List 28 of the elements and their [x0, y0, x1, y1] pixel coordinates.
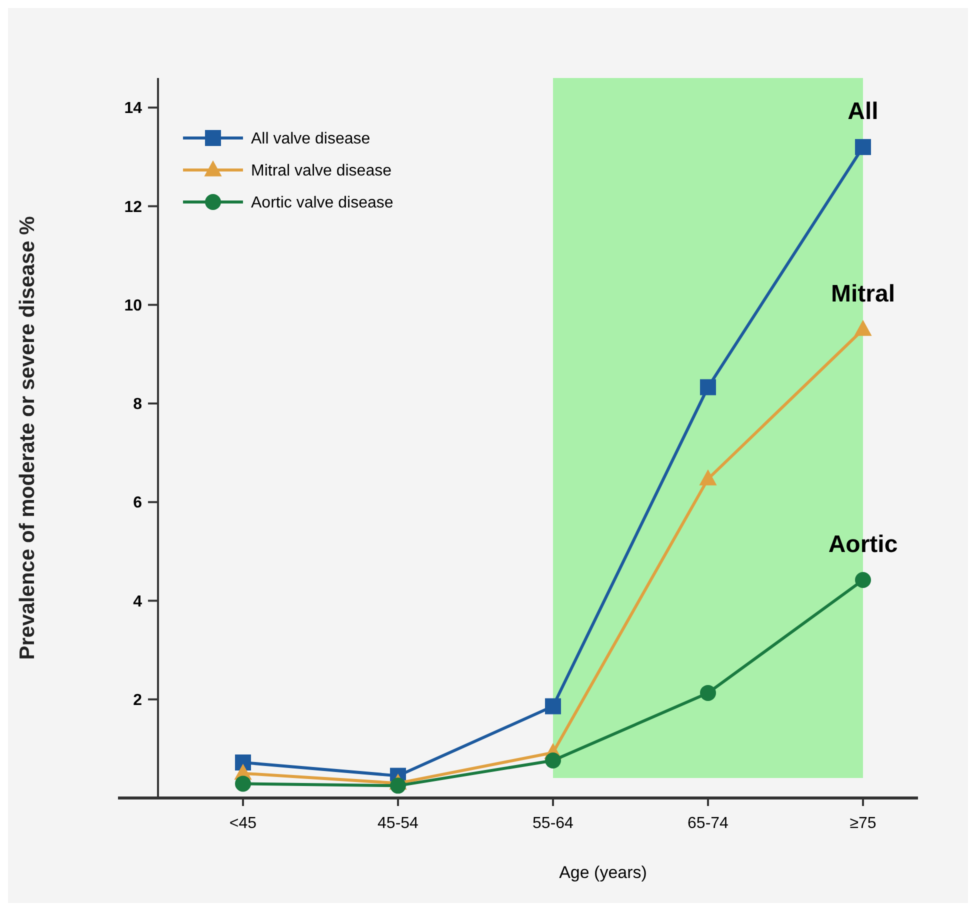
annotation: Aortic — [828, 531, 898, 558]
point — [855, 572, 871, 588]
x-tick-label: 55-64 — [532, 815, 574, 832]
y-tick-label: 2 — [133, 692, 142, 709]
legend-label: Aortic valve disease — [251, 194, 394, 212]
x-tick-label: 65-74 — [688, 815, 729, 832]
y-axis-title: Prevalence of moderate or severe disease % — [16, 216, 39, 660]
y-tick-label: 8 — [133, 396, 142, 414]
x-tick-label: ≥75 — [850, 815, 876, 832]
point — [700, 684, 716, 701]
legend-label: All valve disease — [251, 130, 370, 148]
x-tick-label: 45-54 — [378, 815, 419, 832]
y-tick-label: 6 — [133, 494, 142, 512]
point — [235, 776, 251, 792]
legend-label: Mitral valve disease — [251, 162, 392, 180]
annotation: All — [848, 98, 878, 126]
y-tick-label: 14 — [124, 100, 142, 118]
point — [855, 139, 871, 156]
annotation: Mitral — [830, 280, 896, 308]
x-tick-label: <45 — [229, 815, 257, 832]
y-tick-label: 10 — [124, 297, 142, 314]
y-tick-label: 12 — [124, 198, 142, 216]
point — [235, 754, 251, 770]
point — [700, 379, 716, 396]
y-tick-label: 4 — [133, 593, 142, 610]
point — [545, 752, 561, 769]
x-axis-title: Age (years) — [559, 863, 647, 882]
point — [545, 698, 561, 714]
